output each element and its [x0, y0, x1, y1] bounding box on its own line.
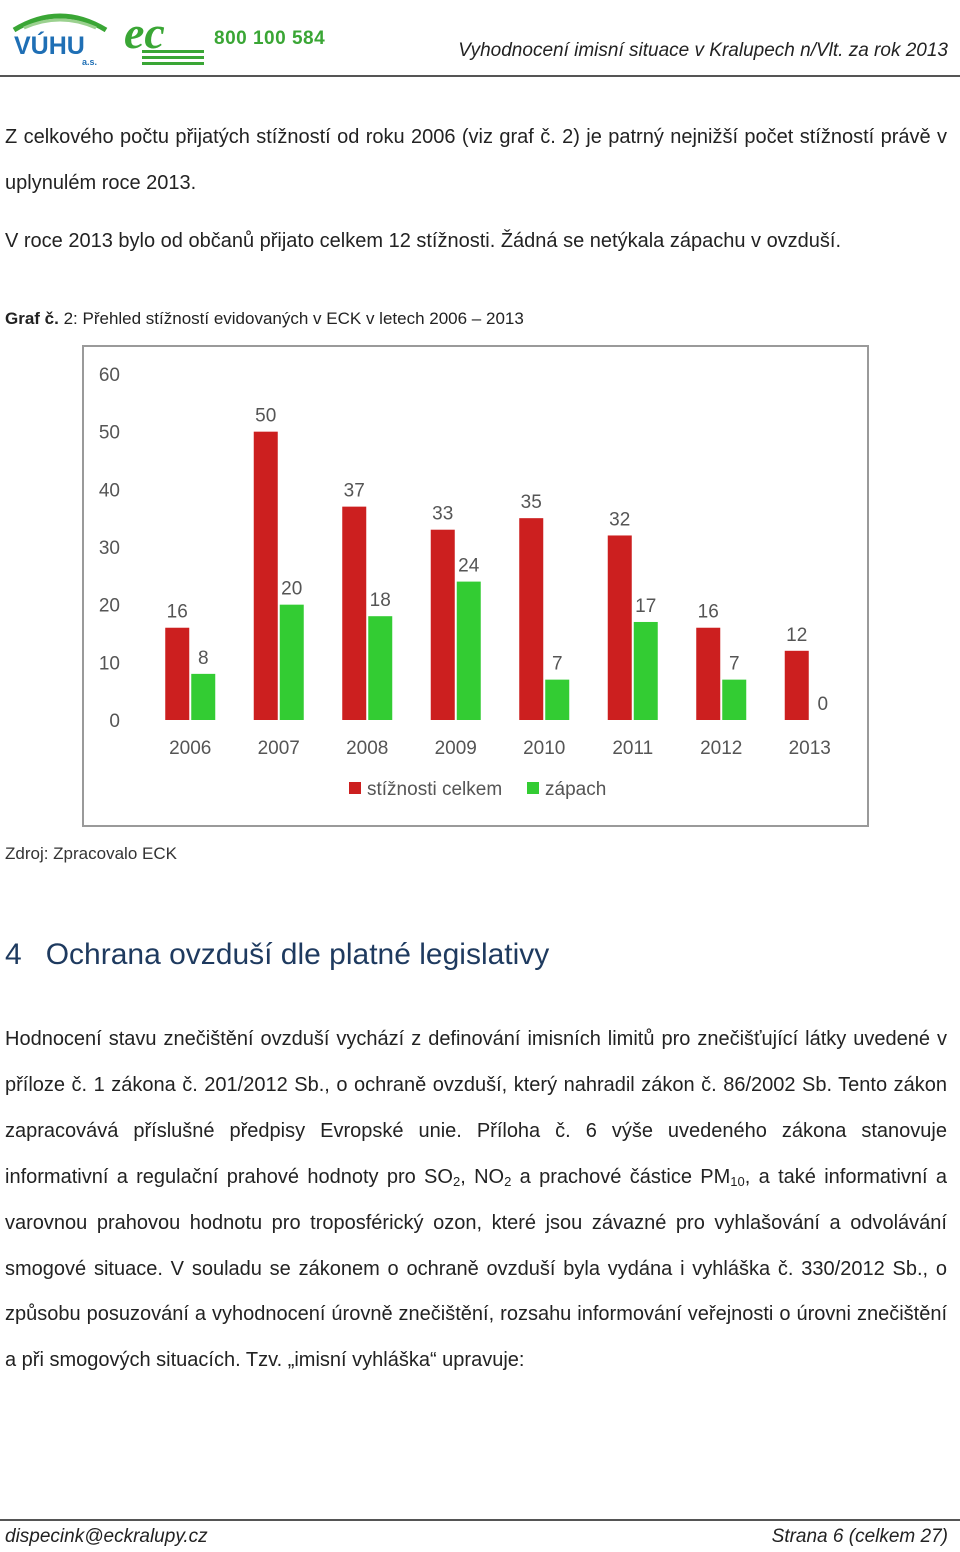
body-text-3: a prachové částice PM — [511, 1165, 731, 1188]
data-label: 7 — [729, 654, 740, 675]
data-label: 16 — [167, 602, 188, 623]
data-label: 18 — [370, 590, 391, 611]
x-tick-label: 2009 — [435, 738, 477, 759]
vuhu-logo: VÚHU a.s. — [12, 13, 108, 67]
bar-complaints — [696, 627, 721, 720]
data-label: 8 — [198, 648, 209, 669]
body-text-2: , NO — [460, 1165, 505, 1188]
y-tick-label: 30 — [99, 538, 120, 559]
data-label: 0 — [817, 694, 828, 715]
figure-caption-text: 2: Přehled stížností evidovaných v ECK v… — [58, 309, 524, 328]
data-label: 16 — [698, 602, 719, 623]
bar-complaints — [165, 627, 190, 720]
x-tick-label: 2008 — [346, 738, 388, 759]
y-tick-label: 40 — [99, 480, 120, 501]
bar-odor — [545, 679, 570, 720]
y-tick-label: 20 — [99, 596, 120, 617]
legend-label: stížnosti celkem — [367, 779, 502, 800]
intro-paragraph-1: Z celkového počtu přijatých stížností od… — [5, 126, 947, 194]
vuhu-logo-sub: a.s. — [82, 57, 97, 67]
bar-odor — [722, 679, 747, 720]
x-tick-label: 2012 — [700, 738, 742, 759]
no2-subscript: 2 — [504, 1173, 512, 1189]
body-text-4: , a také informativní a varovnou prahovo… — [5, 1165, 948, 1372]
so2-subscript: 2 — [452, 1173, 461, 1189]
footer-divider — [0, 1519, 960, 1521]
header-divider — [0, 75, 960, 77]
bar-complaints — [607, 535, 632, 720]
y-tick-label: 0 — [109, 711, 120, 732]
bar-odor — [368, 616, 393, 720]
bar-complaints — [430, 529, 455, 720]
section-heading: 4 Ochrana ovzduší dle platné legislativy — [5, 938, 549, 972]
section-title: Ochrana ovzduší dle platné legislativy — [45, 938, 550, 971]
x-tick-label: 2007 — [258, 738, 300, 759]
document-title: Vyhodnocení imisní situace v Kralupech n… — [458, 40, 948, 61]
bar-odor — [633, 621, 658, 720]
data-label: 33 — [432, 504, 453, 525]
data-label: 7 — [552, 654, 563, 675]
vuhu-logo-text: VÚHU — [14, 30, 85, 60]
x-tick-label: 2006 — [169, 738, 211, 759]
ec-logo: ec — [124, 10, 204, 65]
legend-swatch — [349, 782, 361, 794]
data-label: 32 — [609, 509, 630, 530]
figure-source: Zdroj: Zpracovalo ECK — [5, 844, 177, 863]
y-tick-label: 50 — [99, 423, 120, 444]
bar-odor — [279, 604, 304, 720]
body-text-1: Hodnocení stavu znečištění ovzduší vychá… — [5, 1028, 947, 1188]
section-body-paragraph: Hodnocení stavu znečištění ovzduší vychá… — [5, 1017, 947, 1384]
intro-paragraph-2: V roce 2013 bylo od občanů přijato celke… — [5, 230, 842, 252]
x-tick-label: 2010 — [523, 738, 565, 759]
x-tick-label: 2011 — [612, 738, 653, 759]
footer-page-number: Strana 6 (celkem 27) — [771, 1526, 948, 1547]
legend-swatch — [527, 782, 539, 794]
data-label: 20 — [281, 579, 302, 600]
y-tick-label: 10 — [99, 653, 120, 674]
bar-complaints — [342, 506, 367, 720]
figure-caption-label: Graf č. — [5, 309, 59, 328]
data-label: 50 — [255, 406, 276, 427]
chart-frame: 0 10 20 30 40 50 60 16 8 2006 50 20 2007 37 18 2008 33 24… — [82, 345, 869, 827]
phone-number: 800 100 584 — [214, 28, 326, 49]
page-header: VÚHU a.s. ec 800 100 584 Vyhodnocení imi… — [0, 0, 960, 78]
bar-complaints — [519, 518, 544, 720]
data-label: 12 — [786, 625, 807, 646]
complaints-bar-chart: 0 10 20 30 40 50 60 16 8 2006 50 20 2007 37 18 2008 33 24… — [99, 365, 831, 800]
pm10-subscript: 10 — [730, 1173, 745, 1189]
data-label: 37 — [344, 481, 365, 502]
figure-caption: Graf č. 2: Přehled stížností evidovaných… — [5, 309, 524, 329]
data-label: 17 — [635, 596, 656, 617]
data-label: 24 — [458, 556, 480, 577]
bar-complaints — [253, 431, 278, 720]
data-label: 35 — [521, 492, 542, 513]
section-number: 4 — [5, 938, 22, 971]
y-tick-label: 60 — [99, 365, 120, 386]
footer-email: dispecink@eckralupy.cz — [5, 1526, 208, 1547]
legend-label: zápach — [545, 779, 606, 800]
bar-odor — [456, 581, 481, 720]
x-tick-label: 2013 — [789, 738, 831, 759]
bar-complaints — [784, 650, 809, 720]
bar-odor — [191, 673, 216, 720]
